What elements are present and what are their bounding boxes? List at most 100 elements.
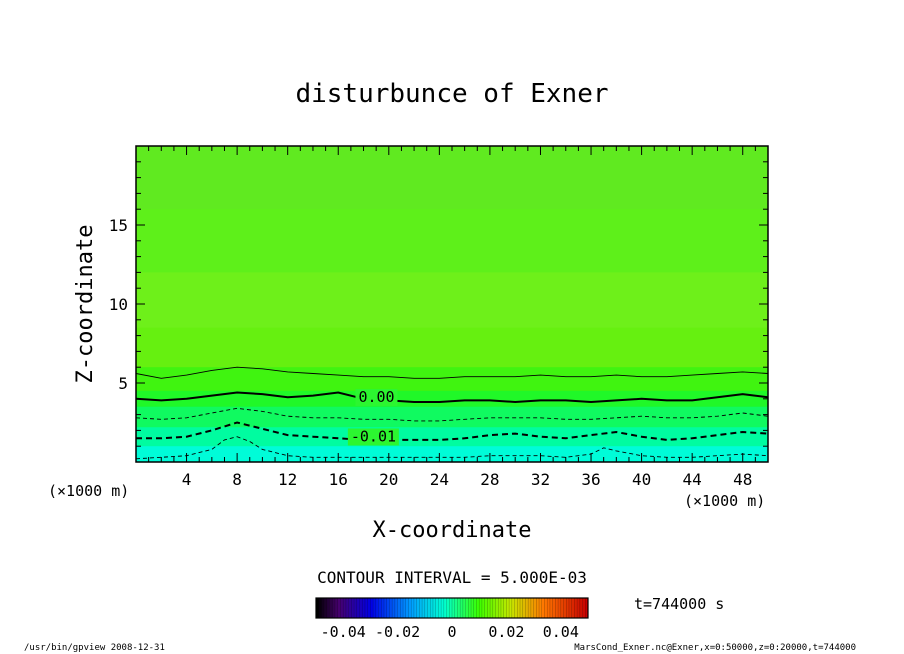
colorbar-cell-50 xyxy=(452,598,456,618)
colorbar-cell-76 xyxy=(522,598,526,618)
x-axis-label: X-coordinate xyxy=(373,518,532,543)
colorbar-cell-55 xyxy=(465,598,469,618)
colorbar-cell-95 xyxy=(574,598,578,618)
colorbar-cell-79 xyxy=(530,598,534,618)
contour-label-1: -0.01 xyxy=(351,427,396,445)
x-tick-label-5: 24 xyxy=(430,470,449,489)
colorbar-cell-43 xyxy=(432,598,436,618)
colorbar-cell-31 xyxy=(400,598,404,618)
colorbar-cell-63 xyxy=(487,598,491,618)
colorbar-cell-2 xyxy=(321,598,325,618)
x-axis-ticks: 4 8 12 16 20 24 28 32 36 40 44 48 xyxy=(148,146,756,489)
colorbar-cell-48 xyxy=(446,598,450,618)
colorbar-cell-25 xyxy=(384,598,388,618)
x-unit-right: (×1000 m) xyxy=(684,492,765,510)
x-tick-label-6: 28 xyxy=(480,470,499,489)
colorbar-cell-27 xyxy=(389,598,393,618)
colorbar-cell-44 xyxy=(435,598,439,618)
colorbar-cell-59 xyxy=(476,598,480,618)
colorbar-tick-label-1: -0.02 xyxy=(375,623,420,641)
colorbar xyxy=(315,598,589,618)
contour-line-2 xyxy=(136,407,768,422)
colorbar-cell-47 xyxy=(443,598,447,618)
y-tick-label-2: 15 xyxy=(109,216,128,235)
colorbar-cell-81 xyxy=(536,598,540,618)
colorbar-ticks: -0.04 -0.02 0 0.02 0.04 xyxy=(321,623,579,641)
colorbar-cell-84 xyxy=(544,598,548,618)
colorbar-cell-1 xyxy=(318,598,322,618)
colorbar-cell-39 xyxy=(422,598,426,618)
colorbar-cell-83 xyxy=(541,598,545,618)
colorbar-cell-34 xyxy=(408,598,412,618)
colorbar-cell-19 xyxy=(367,598,371,618)
colorbar-cell-67 xyxy=(498,598,502,618)
colorbar-cell-8 xyxy=(337,598,341,618)
colorbar-cell-41 xyxy=(427,598,431,618)
y-axis-label: Z-coordinate xyxy=(73,225,98,384)
contour-label-bg-0 xyxy=(355,388,398,406)
colorbar-cell-65 xyxy=(492,598,496,618)
x-tick-label-8: 36 xyxy=(581,470,600,489)
colorbar-cell-89 xyxy=(558,598,562,618)
colorbar-cell-99 xyxy=(585,598,589,618)
colorbar-cell-20 xyxy=(370,598,374,618)
y-tick-label-0: 5 xyxy=(118,374,128,393)
colorbar-cell-91 xyxy=(563,598,567,618)
x-tick-label-11: 48 xyxy=(733,470,752,489)
colorbar-cell-42 xyxy=(430,598,434,618)
y-axis-ticks: 5 10 15 xyxy=(109,161,768,447)
contour-line-3 xyxy=(136,421,768,441)
colorbar-cell-82 xyxy=(539,598,543,618)
colorbar-cell-24 xyxy=(381,598,385,618)
colorbar-cell-0 xyxy=(316,598,320,618)
colorbar-cell-17 xyxy=(362,598,366,618)
colorbar-cell-53 xyxy=(460,598,464,618)
colorbar-cell-49 xyxy=(449,598,453,618)
colorbar-cell-72 xyxy=(511,598,515,618)
colorbar-tick-label-0: -0.04 xyxy=(321,623,366,641)
contour-line-1 xyxy=(136,391,768,404)
colorbar-cell-93 xyxy=(568,598,572,618)
x-tick-label-1: 8 xyxy=(232,470,242,489)
colorbar-cell-80 xyxy=(533,598,537,618)
colorbar-cell-86 xyxy=(549,598,553,618)
colorbar-cell-4 xyxy=(326,598,330,618)
colorbar-cell-15 xyxy=(356,598,360,618)
colorbar-cell-14 xyxy=(354,598,358,618)
colorbar-cell-85 xyxy=(547,598,551,618)
colorbar-cell-35 xyxy=(411,598,415,618)
colorbar-cell-36 xyxy=(413,598,417,618)
colorbar-cell-94 xyxy=(571,598,575,618)
colorbar-cell-70 xyxy=(506,598,510,618)
colorbar-cell-16 xyxy=(359,598,363,618)
colorbar-cell-29 xyxy=(394,598,398,618)
colorbar-cell-22 xyxy=(375,598,379,618)
colorbar-cell-73 xyxy=(514,598,518,618)
contour-fill-layer xyxy=(136,146,768,462)
colorbar-cell-45 xyxy=(438,598,442,618)
colorbar-tick-label-3: 0.02 xyxy=(488,623,524,641)
x-tick-label-3: 16 xyxy=(329,470,348,489)
colorbar-cell-32 xyxy=(403,598,407,618)
colorbar-frame xyxy=(315,597,589,619)
x-tick-label-7: 32 xyxy=(531,470,550,489)
colorbar-cell-51 xyxy=(454,598,458,618)
contour-label-bg-1 xyxy=(347,428,399,446)
colorbar-cell-64 xyxy=(490,598,494,618)
colorbar-cell-40 xyxy=(424,598,428,618)
chart-title: disturbunce of Exner xyxy=(295,79,608,109)
colorbar-cell-21 xyxy=(373,598,377,618)
colorbar-cell-3 xyxy=(324,598,328,618)
x-unit-left: (×1000 m) xyxy=(48,482,129,500)
colorbar-cell-62 xyxy=(484,598,488,618)
colorbar-cell-23 xyxy=(378,598,382,618)
x-tick-label-9: 40 xyxy=(632,470,651,489)
contour-line-0 xyxy=(136,366,768,379)
colorbar-cell-75 xyxy=(520,598,524,618)
colorbar-cell-33 xyxy=(405,598,409,618)
colorbar-cell-77 xyxy=(525,598,529,618)
colorbar-cell-13 xyxy=(351,598,355,618)
footer-left: /usr/bin/gpview 2008-12-31 xyxy=(24,643,165,653)
colorbar-cell-60 xyxy=(479,598,483,618)
